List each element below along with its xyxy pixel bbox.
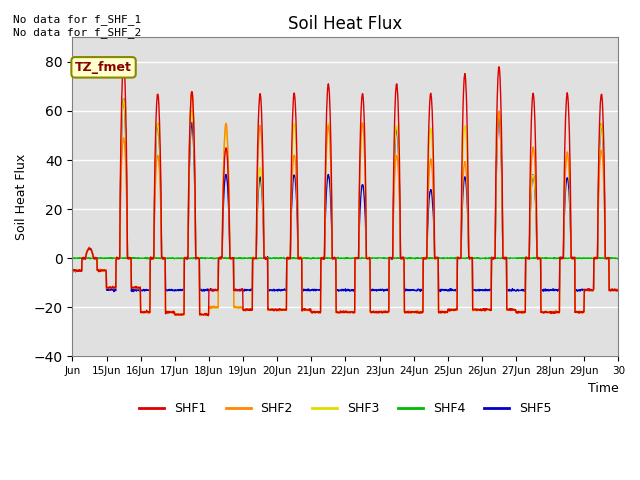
SHF4: [474, 255, 482, 261]
Line: SHF2: SHF2: [72, 92, 618, 315]
SHF4: [614, 255, 622, 261]
SHF2: [614, 287, 622, 292]
SHF3: [554, 309, 562, 315]
SHF3: [614, 287, 622, 293]
Y-axis label: Soil Heat Flux: Soil Heat Flux: [15, 154, 28, 240]
SHF1: [614, 288, 622, 294]
SHF1: [68, 267, 76, 273]
Text: TZ_fmet: TZ_fmet: [75, 61, 132, 74]
SHF2: [474, 307, 482, 312]
SHF4: [321, 256, 328, 262]
SHF2: [321, 201, 329, 207]
SHF5: [554, 288, 562, 293]
SHF5: [332, 256, 339, 262]
SHF1: [554, 310, 562, 315]
SHF4: [554, 255, 562, 261]
SHF3: [332, 256, 339, 262]
SHF3: [321, 200, 329, 206]
SHF1: [332, 256, 339, 262]
SHF5: [120, 96, 127, 102]
SHF5: [129, 289, 137, 295]
SHF5: [321, 220, 329, 226]
Line: SHF5: SHF5: [72, 99, 618, 292]
Line: SHF4: SHF4: [72, 257, 618, 259]
SHF3: [120, 96, 127, 102]
SHF2: [154, 153, 161, 158]
Line: SHF3: SHF3: [72, 99, 618, 316]
SHF5: [614, 287, 622, 293]
SHF1: [474, 307, 482, 312]
SHF5: [608, 288, 616, 293]
SHF4: [591, 256, 598, 262]
SHF1: [608, 287, 616, 293]
Legend: SHF1, SHF2, SHF3, SHF4, SHF5: SHF1, SHF2, SHF3, SHF4, SHF5: [134, 397, 556, 420]
SHF1: [120, 59, 127, 65]
SHF5: [155, 125, 163, 131]
X-axis label: Time: Time: [588, 382, 618, 395]
SHF4: [68, 255, 76, 261]
Title: Soil Heat Flux: Soil Heat Flux: [288, 15, 403, 33]
SHF4: [154, 255, 162, 261]
SHF2: [68, 267, 76, 273]
SHF3: [68, 267, 76, 273]
SHF1: [154, 92, 162, 98]
SHF4: [331, 255, 339, 261]
SHF2: [188, 89, 196, 95]
SHF4: [608, 255, 616, 261]
SHF3: [474, 307, 482, 312]
Line: SHF1: SHF1: [72, 62, 618, 316]
SHF1: [321, 183, 329, 189]
SHF1: [204, 313, 212, 319]
SHF3: [154, 122, 162, 128]
SHF2: [554, 309, 562, 315]
SHF3: [204, 313, 212, 319]
SHF2: [608, 288, 616, 293]
SHF5: [474, 287, 482, 293]
Text: No data for f_SHF_1
No data for f_SHF_2: No data for f_SHF_1 No data for f_SHF_2: [13, 14, 141, 38]
SHF4: [334, 254, 342, 260]
SHF2: [332, 255, 339, 261]
SHF3: [608, 288, 616, 293]
SHF2: [177, 312, 185, 318]
SHF5: [68, 267, 76, 273]
